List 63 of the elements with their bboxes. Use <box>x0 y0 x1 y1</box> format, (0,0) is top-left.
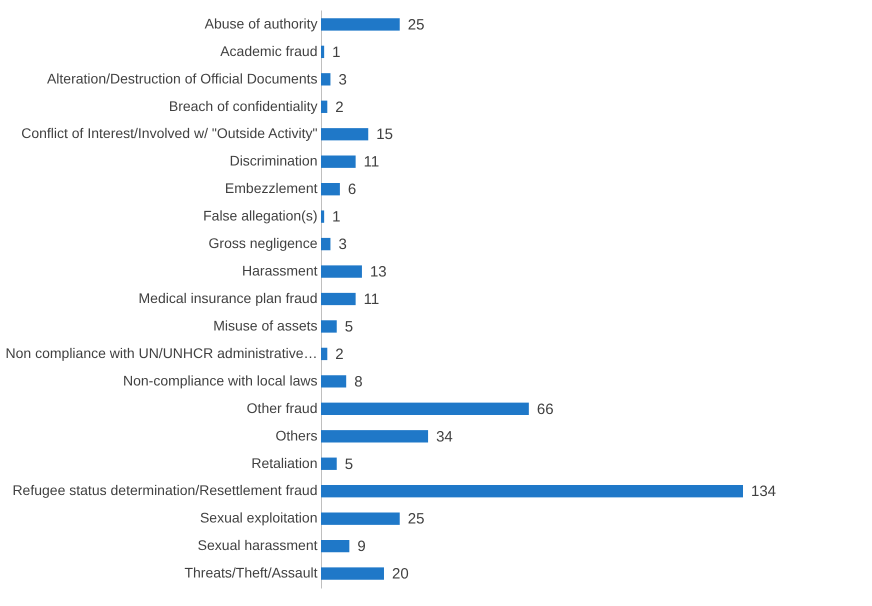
data-label: 134 <box>751 483 776 500</box>
bar <box>321 210 324 223</box>
data-label: 13 <box>370 264 387 281</box>
y-tick-label: Alteration/Destruction of Official Documents <box>46 70 318 86</box>
data-label: 6 <box>348 181 356 198</box>
data-label: 2 <box>335 346 344 363</box>
bar <box>321 265 362 278</box>
bar <box>321 512 400 525</box>
data-label: 15 <box>376 126 393 144</box>
y-tick-label: Other fraud <box>246 400 318 416</box>
bar <box>321 156 356 168</box>
data-label: 66 <box>536 400 554 418</box>
data-label: 34 <box>436 428 453 446</box>
y-tick-label: Refugee status determination/Resettlement fraud <box>12 482 318 498</box>
y-tick-label: Harassment <box>242 262 318 279</box>
y-tick-label: Discrimination <box>230 152 318 169</box>
y-tick-label: Gross negligence <box>208 235 318 252</box>
bar <box>321 375 346 388</box>
data-label: 11 <box>364 291 380 308</box>
y-tick-label: Conflict of Interest/Involved w/ "Outside Activity" <box>21 125 318 142</box>
data-label: 25 <box>408 16 424 34</box>
bar <box>321 458 337 470</box>
y-tick-label: Academic fraud <box>220 42 318 59</box>
data-label: 1 <box>332 208 340 226</box>
y-tick-label: Non compliance with UN/UNHCR administrative… <box>6 344 318 361</box>
y-tick-label: Sexual harassment <box>198 537 318 554</box>
y-tick-label: Embezzlement <box>224 180 318 196</box>
bar <box>321 485 743 498</box>
data-label: 11 <box>364 154 380 171</box>
bar <box>321 567 384 580</box>
data-label: 5 <box>344 456 354 473</box>
bar <box>321 320 337 333</box>
bar <box>321 292 356 306</box>
y-tick-label: Sexual exploitation <box>200 510 318 526</box>
y-tick-label: Abuse of authority <box>204 15 318 32</box>
y-tick-label: Breach of confidentiality <box>168 98 318 114</box>
y-tick-label: Non-compliance with local laws <box>122 372 318 388</box>
bar <box>321 46 324 58</box>
bar <box>321 100 328 113</box>
y-tick-label: Retaliation <box>251 454 318 471</box>
data-label: 3 <box>338 71 347 88</box>
data-label: 2 <box>335 98 344 116</box>
bar <box>321 540 350 552</box>
bar <box>321 430 428 442</box>
y-tick-label: False allegation(s) <box>203 208 318 224</box>
y-tick-label: Threats/Theft/Assault <box>184 564 318 581</box>
bar <box>321 128 368 140</box>
bar <box>321 402 529 416</box>
bar <box>321 348 328 360</box>
bar <box>321 238 330 250</box>
data-label: 20 <box>392 566 409 583</box>
y-tick-label: Medical insurance plan fraud <box>138 290 318 306</box>
data-label: 5 <box>344 318 354 336</box>
bar <box>321 182 340 196</box>
bar <box>321 18 400 31</box>
bar <box>321 73 330 86</box>
y-tick-label: Misuse of assets <box>213 317 318 334</box>
data-label: 8 <box>354 373 363 390</box>
data-label: 25 <box>408 510 424 528</box>
y-tick-label: Others <box>275 427 318 444</box>
data-label: 3 <box>338 236 347 254</box>
data-label: 1 <box>332 44 340 61</box>
data-label: 9 <box>357 538 366 556</box>
